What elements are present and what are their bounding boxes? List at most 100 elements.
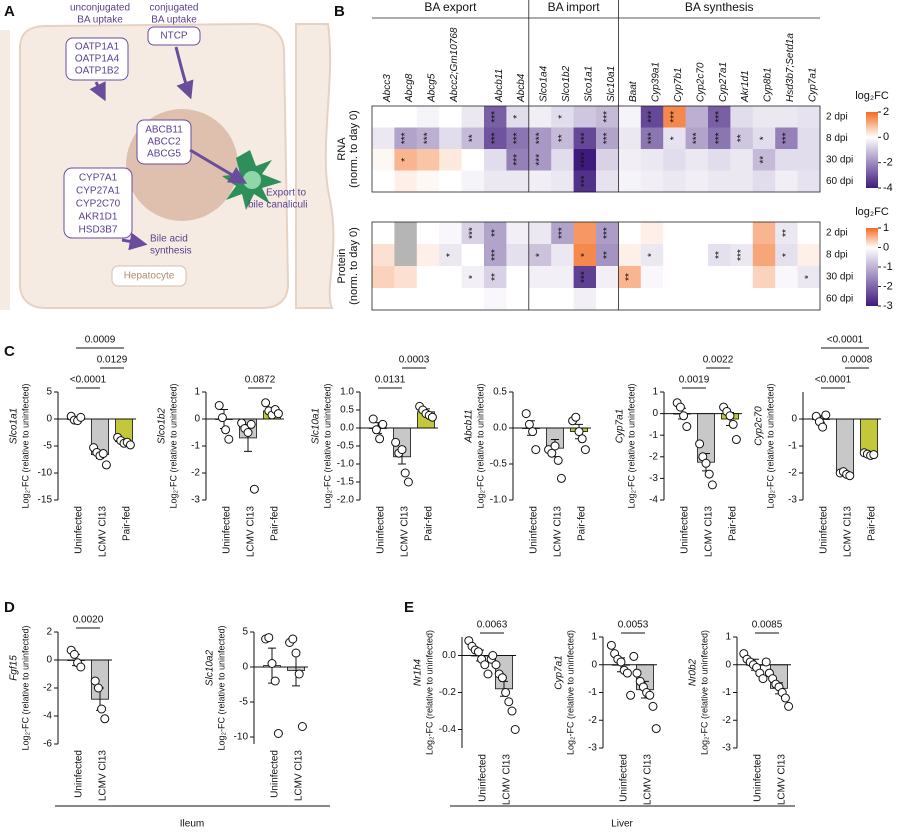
heatmap-cell — [618, 170, 642, 193]
data-point — [93, 683, 103, 693]
data-point — [675, 402, 685, 412]
significance: *** — [400, 132, 411, 144]
data-point — [368, 414, 378, 424]
gene-label: Cyp7a1 — [615, 409, 626, 443]
significance: *** — [714, 132, 725, 144]
x-tick-label: Uninfected — [819, 506, 830, 554]
significance: *** — [467, 227, 478, 239]
protein-label: AKR1D1 — [79, 212, 118, 223]
significance: * — [803, 275, 814, 279]
p-value: 0.0129 — [97, 355, 128, 366]
significance: * — [400, 158, 411, 162]
y-tick-label: 0.0 — [340, 423, 354, 434]
heatmap-cell — [752, 222, 776, 245]
annotation: conjugated — [150, 3, 199, 14]
cell-label: Hepatocyte — [124, 271, 175, 282]
group-label: BA import — [548, 0, 601, 14]
significance: *** — [669, 111, 680, 123]
significance: *** — [602, 227, 613, 239]
annotation: unconjugated — [70, 3, 130, 14]
heatmap-cell — [640, 244, 664, 267]
heatmap-cell — [551, 222, 574, 245]
column-label: Slco1b2 — [561, 65, 572, 102]
row-label: 60 dpi — [826, 176, 853, 187]
data-point — [391, 437, 401, 447]
heatmap-cell — [663, 127, 686, 150]
heatmap-cell — [372, 127, 395, 150]
heatmap-cell — [708, 288, 731, 311]
y-axis-title: Log₂-FC (relative to uninfected) — [20, 383, 30, 508]
significance: * — [781, 253, 792, 257]
group-caption: Liver — [611, 819, 633, 830]
arrow — [189, 148, 248, 184]
data-point — [76, 662, 86, 672]
data-point — [606, 640, 616, 650]
y-axis-title: Protein — [336, 249, 348, 284]
significance: ** — [490, 273, 501, 281]
y-tick-label: 5 — [46, 387, 52, 398]
x-tick-label: Uninfected — [680, 506, 691, 554]
significance: *** — [647, 111, 658, 123]
heatmap-cell — [372, 106, 395, 128]
data-point — [214, 401, 224, 410]
heatmap-cell — [685, 149, 709, 171]
gene-label: Slco1b2 — [157, 407, 168, 444]
heatmap-cell — [640, 106, 664, 128]
data-point — [682, 422, 692, 432]
y-tick-label: -1 — [788, 441, 797, 452]
heatmap-cell — [596, 222, 619, 245]
heatmap-cell — [730, 127, 754, 150]
y-tick-label: 0 — [242, 662, 248, 673]
y-tick-label: 0 — [194, 414, 200, 425]
heatmap-cell — [416, 127, 440, 150]
heatmap-cell — [506, 288, 530, 311]
significance: * — [557, 115, 568, 119]
row-label: 30 dpi — [826, 154, 853, 165]
data-point — [273, 409, 283, 419]
heatmap-cell — [528, 244, 552, 267]
heatmap-cell — [506, 222, 530, 245]
heatmap-cell — [528, 106, 552, 128]
heatmap-cell — [685, 127, 709, 150]
heatmap-cell — [640, 288, 664, 311]
panel-label: E — [404, 599, 414, 616]
heatmap-cell — [596, 266, 619, 289]
p-value: <0.0001 — [70, 375, 107, 386]
heatmap-cell — [416, 106, 440, 128]
heatmap-cell — [708, 222, 731, 245]
significance: *** — [579, 175, 590, 187]
heatmap-cell — [640, 149, 664, 171]
heatmap-cell — [685, 288, 709, 311]
data-point — [273, 729, 283, 738]
y-axis-title: Log₂-FC (relative to uninfected) — [322, 383, 332, 508]
significance: * — [647, 253, 658, 257]
data-point — [695, 439, 705, 449]
heatmap-cell — [484, 170, 507, 193]
heatmap-cell — [663, 106, 686, 128]
significance: *** — [736, 249, 747, 261]
y-tick-label: 0.5 — [340, 405, 354, 416]
heatmap-cell — [708, 106, 731, 128]
significance: *** — [512, 132, 523, 144]
data-point — [378, 419, 388, 429]
heatmap-cell — [484, 149, 507, 171]
heatmap-cell — [461, 222, 485, 245]
colorbar-tick-label: 2 — [883, 106, 889, 118]
heatmap-cell — [394, 106, 418, 128]
y-tick-label: 0 — [591, 659, 597, 670]
y-tick-label: -2.0 — [337, 495, 355, 506]
heatmap-cell — [416, 222, 440, 245]
y-tick-label: -2 — [588, 715, 597, 726]
data-point — [577, 434, 587, 444]
heatmap-cell — [730, 244, 754, 267]
data-point — [483, 669, 493, 679]
heatmap-cell — [551, 244, 574, 267]
column-label: Abcb11 — [494, 69, 505, 103]
x-tick-label: Pair-fed — [577, 506, 588, 541]
heatmap-cell — [528, 127, 552, 150]
y-tick-label: -1.0 — [337, 459, 355, 470]
annotation: bile canaliculi — [248, 200, 307, 211]
colorbar-tick-label: -3 — [883, 300, 893, 312]
data-point — [731, 435, 741, 445]
column-label: Cyp8b1 — [763, 68, 774, 102]
